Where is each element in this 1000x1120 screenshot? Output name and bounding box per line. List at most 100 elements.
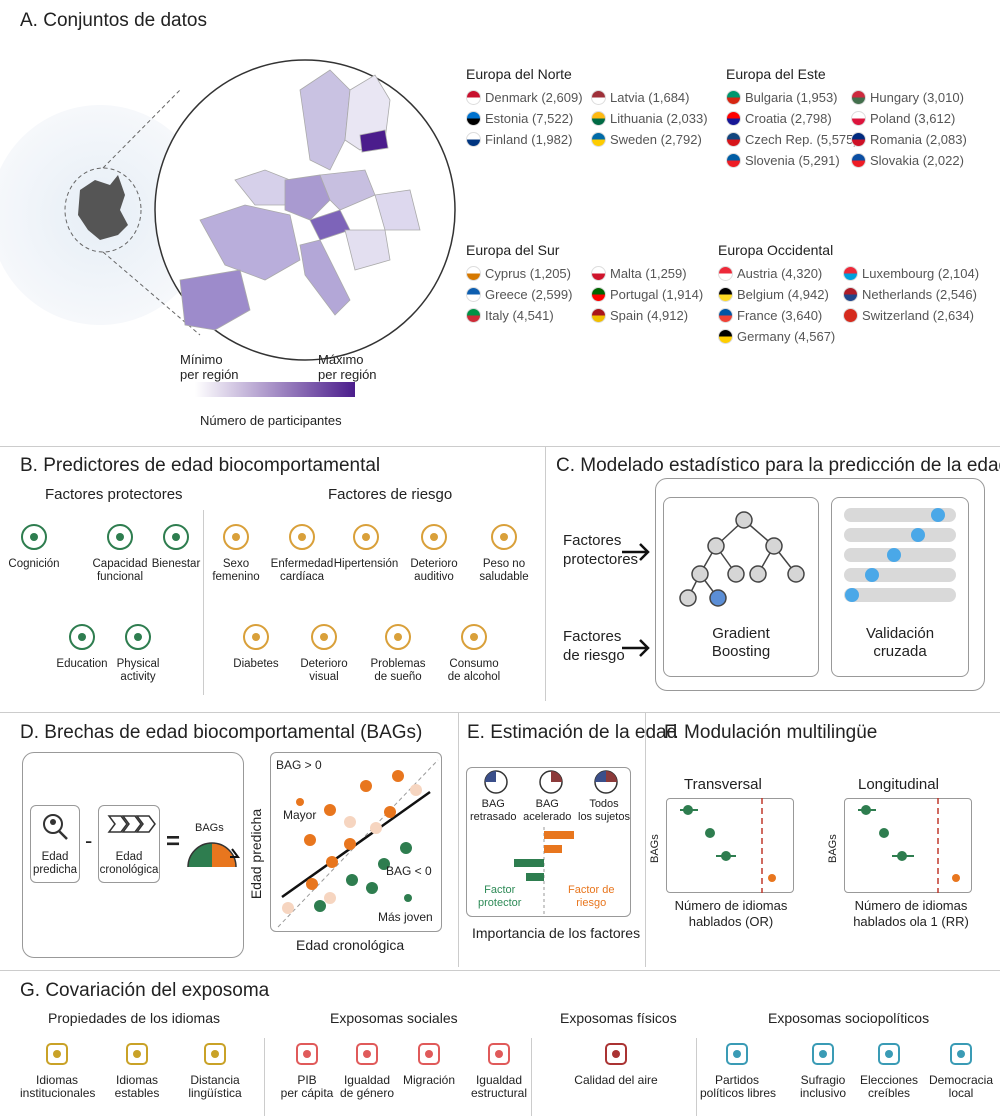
exposome-icon bbox=[126, 1043, 148, 1065]
cv-icon bbox=[844, 508, 956, 602]
predictor-label: Education bbox=[56, 658, 108, 670]
exposome-label: Idiomas institucionales bbox=[20, 1073, 96, 1100]
country-item: Latvia (1,684) bbox=[591, 90, 731, 105]
scatter-point bbox=[370, 822, 382, 834]
country-item: Denmark (2,609) bbox=[466, 90, 591, 105]
flag-icon bbox=[466, 266, 481, 281]
flag-icon bbox=[591, 266, 606, 281]
gauge-icon bbox=[187, 842, 240, 868]
gradient-boosting-box: Gradient Boosting bbox=[663, 497, 819, 677]
country-item: Czech Rep. (5,575) bbox=[726, 132, 858, 147]
magnifier-icon bbox=[43, 814, 68, 840]
chevrons-icon bbox=[107, 815, 156, 833]
flag-icon bbox=[726, 153, 741, 168]
clock-label-2: BAG acelerado bbox=[523, 798, 572, 823]
flag-icon bbox=[591, 287, 606, 302]
country-item: Spain (4,912) bbox=[591, 308, 731, 323]
flag-icon bbox=[851, 90, 866, 105]
exposome-icon bbox=[605, 1043, 627, 1065]
exposome-icon bbox=[356, 1043, 378, 1065]
younger-label: Más joven bbox=[378, 910, 433, 924]
region-group: Europa del Este Bulgaria (1,953) Hungary (… bbox=[726, 66, 996, 168]
country-item: France (3,640) bbox=[718, 308, 843, 323]
panel-g-title: G. Covariación del exposoma bbox=[20, 980, 270, 1001]
exposome-group-title: Propiedades de los idiomas bbox=[48, 1010, 220, 1026]
predictor-icon bbox=[21, 524, 47, 550]
scatter-point bbox=[344, 816, 356, 828]
predicted-label: Edad predicha bbox=[32, 851, 78, 876]
exposome-icon bbox=[812, 1043, 834, 1065]
flag-icon bbox=[843, 287, 858, 302]
predictor-label: Sexo femenino bbox=[212, 558, 260, 583]
scatter-point bbox=[392, 770, 404, 782]
predictor-item: Physical activity bbox=[108, 620, 168, 684]
flag-icon bbox=[466, 90, 481, 105]
f-left-plot bbox=[666, 798, 794, 893]
legend-gradient bbox=[195, 382, 355, 397]
exposome-label: Igualdad de género bbox=[339, 1073, 395, 1100]
europe-map: Mínimo per región Máximo per región bbox=[0, 59, 456, 397]
region-group: Europa del Norte Denmark (2,609) Latvia (1… bbox=[466, 66, 736, 147]
europe-small bbox=[78, 175, 128, 240]
scatter-point bbox=[324, 804, 336, 816]
predictor-icon bbox=[421, 524, 447, 550]
scatter-point bbox=[326, 856, 338, 868]
c-protective: Factores protectores bbox=[563, 532, 639, 568]
country-item: Croatia (2,798) bbox=[726, 111, 851, 126]
flag-icon bbox=[851, 132, 866, 147]
predictor-label: Enfermedad cardíaca bbox=[270, 558, 334, 583]
predictor-label: Diabetes bbox=[233, 658, 279, 670]
exposome-icon bbox=[726, 1043, 748, 1065]
predictor-item: Education bbox=[52, 620, 112, 671]
country-item: Belgium (4,942) bbox=[718, 287, 843, 302]
region-title: Europa del Este bbox=[726, 66, 826, 82]
predictor-item: Sexo femenino bbox=[202, 520, 270, 584]
flag-icon bbox=[851, 153, 866, 168]
flag-icon bbox=[591, 308, 606, 323]
predictor-item: Deterioro auditivo bbox=[400, 520, 468, 584]
predictor-item: Hipertensión bbox=[332, 520, 400, 571]
scatter-box bbox=[270, 752, 442, 932]
cross-validation-box: Validación cruzada bbox=[831, 497, 969, 677]
predictor-item: Peso no saludable bbox=[470, 520, 538, 584]
f-right-title: Longitudinal bbox=[858, 776, 939, 793]
exposome-icon bbox=[204, 1043, 226, 1065]
bag-neg-label: BAG < 0 bbox=[386, 864, 432, 878]
flag-icon bbox=[591, 132, 606, 147]
predictor-label: Hipertensión bbox=[333, 558, 399, 570]
exposome-group-title: Exposomas físicos bbox=[560, 1010, 677, 1026]
country-item: Sweden (2,792) bbox=[591, 132, 731, 147]
f-left-title: Transversal bbox=[684, 776, 762, 793]
f-right-points bbox=[858, 798, 960, 893]
f-left-points bbox=[680, 798, 776, 893]
scatter-point bbox=[306, 878, 318, 890]
predictor-icon bbox=[461, 624, 487, 650]
region-title: Europa del Norte bbox=[466, 66, 572, 82]
legend-min-l2: per región bbox=[180, 367, 239, 382]
protective-title: Factores protectores bbox=[45, 486, 183, 503]
region-title: Europa del Sur bbox=[466, 242, 560, 258]
panel-b-title: B. Predictores de edad biocomportamental bbox=[20, 455, 381, 476]
exposome-item: Calidad del aire bbox=[566, 1038, 666, 1087]
country-item: Cyprus (1,205) bbox=[466, 266, 591, 281]
scatter-point bbox=[314, 900, 326, 912]
country-item: Malta (1,259) bbox=[591, 266, 731, 281]
scatter-point bbox=[282, 902, 294, 914]
exposome-item: Distancia lingüística bbox=[178, 1038, 252, 1100]
chronological-label: Edad cronológica bbox=[99, 851, 159, 876]
exposome-item: Idiomas institucionales bbox=[20, 1038, 96, 1100]
scatter-point bbox=[378, 858, 390, 870]
clock-labels: BAG retrasado BAG acelerado Todos los su… bbox=[470, 798, 630, 824]
scatter-point bbox=[344, 838, 356, 850]
f-ylabel-left-wrap: BAGs bbox=[645, 834, 665, 863]
arrows bbox=[622, 543, 650, 657]
predictor-item: Problemas de sueño bbox=[364, 620, 432, 684]
exposome-icon bbox=[878, 1043, 900, 1065]
risk-title: Factores de riesgo bbox=[328, 486, 453, 503]
d-ylabel: Edad predicha bbox=[248, 808, 264, 900]
chronological-age-box: Edad cronológica bbox=[98, 805, 160, 883]
predictor-icon bbox=[243, 624, 269, 650]
predictor-label: Problemas de sueño bbox=[370, 658, 426, 683]
exposome-label: Distancia lingüística bbox=[188, 1073, 242, 1100]
country-item: Poland (3,612) bbox=[851, 111, 991, 126]
